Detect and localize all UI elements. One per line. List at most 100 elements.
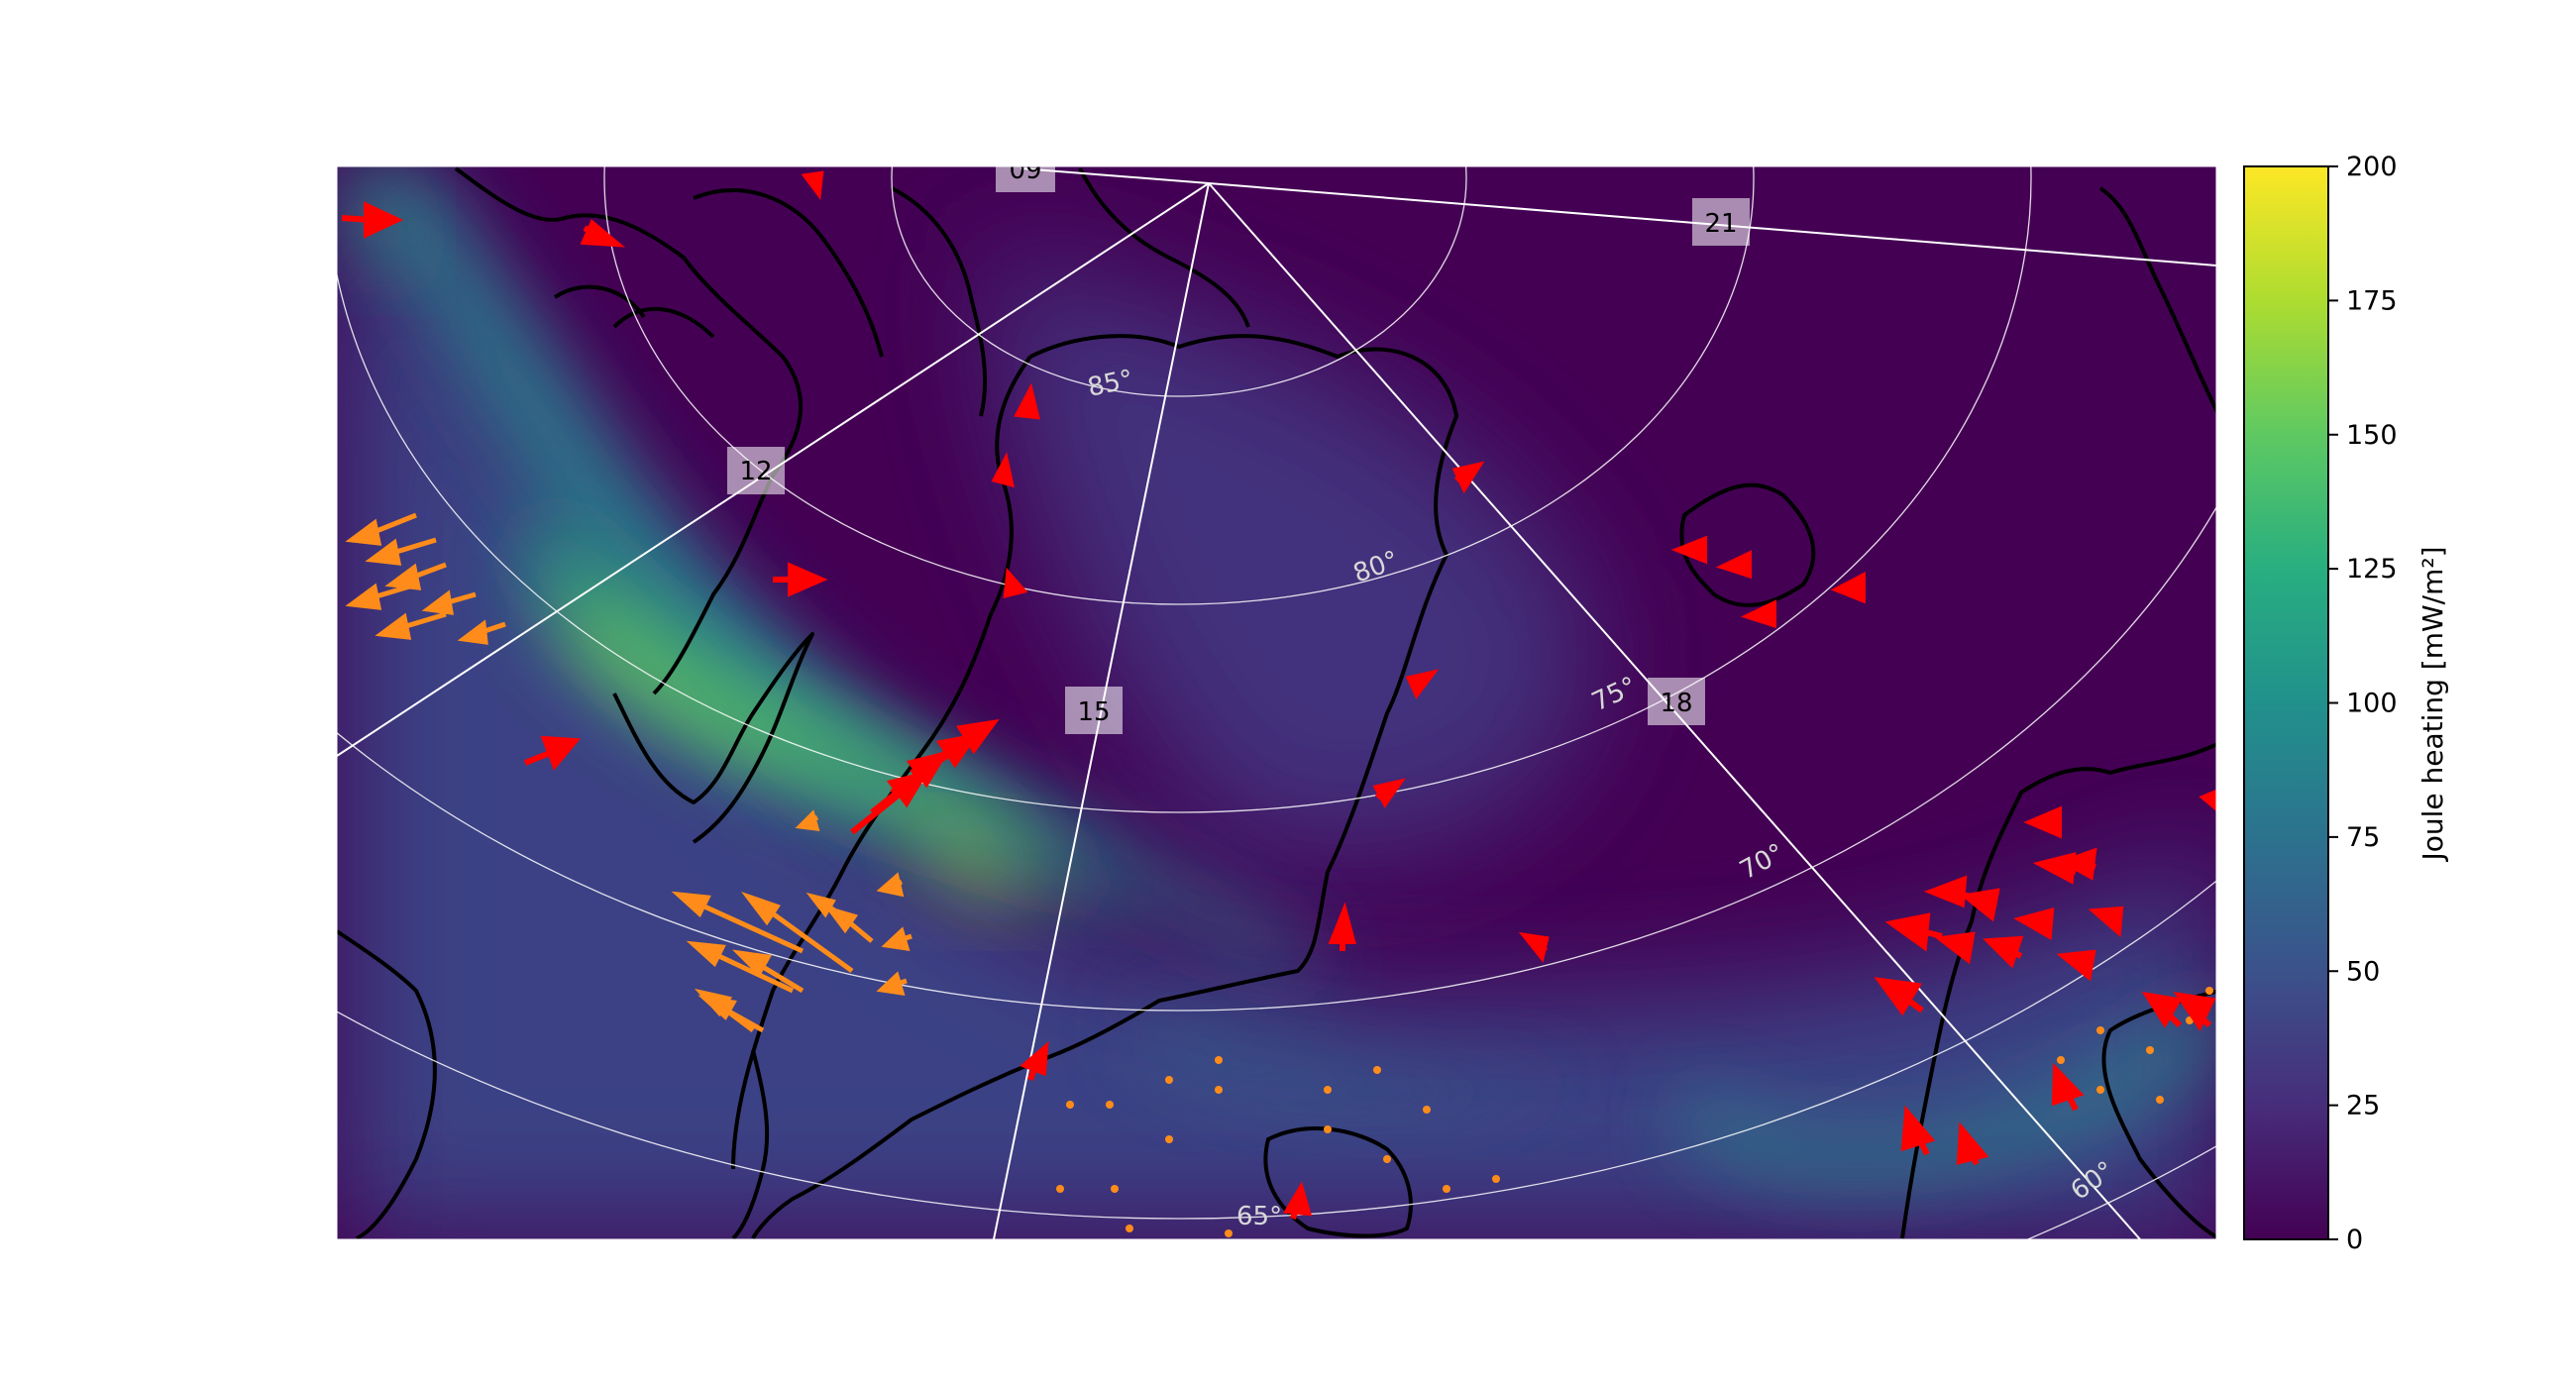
- red-vector: [2032, 852, 2077, 885]
- mlt-label-18: 18: [1648, 678, 1705, 725]
- red-vector: [1328, 902, 1356, 951]
- red-vector: [2051, 1062, 2085, 1112]
- colorbar-tick-label: 75: [2346, 822, 2380, 853]
- colorbar: 0 25 50 75 100 125 150 175 200 Joule heating [mW…: [2243, 152, 2449, 1255]
- orange-dots: [1056, 987, 2213, 1237]
- orange-vector: [876, 872, 905, 898]
- red-vector: [1740, 599, 1776, 629]
- labrador-coast: [337, 929, 770, 1239]
- red-vector: [2141, 991, 2183, 1028]
- orange-dot: [2146, 1046, 2154, 1054]
- red-vector: [1874, 977, 1924, 1016]
- red-vector: [1934, 931, 1976, 965]
- orange-vector: [686, 940, 795, 994]
- svalbard-coast: [1679, 482, 1816, 607]
- orange-dot: [1111, 1185, 1119, 1193]
- red-vector: [341, 201, 404, 239]
- novaya-zemlya-coast: [2098, 186, 2216, 415]
- red-vector: [2013, 907, 2055, 940]
- orange-vector: [421, 589, 477, 615]
- iceland-coast: [1263, 1126, 1413, 1238]
- red-vector: [2056, 949, 2096, 982]
- orange-dot: [2096, 1086, 2104, 1094]
- red-vector: [2199, 789, 2216, 811]
- red-vector: [1405, 669, 1440, 699]
- red-vector: [801, 170, 824, 200]
- colorbar-ticks: 0 25 50 75 100 125 150 175 200: [2328, 152, 2398, 1255]
- mlt-label-18-text: 18: [1660, 689, 1692, 718]
- map-frame: [336, 165, 2217, 1240]
- red-vector: [523, 735, 582, 771]
- orange-vector: [694, 988, 755, 1032]
- orange-dot: [2096, 1026, 2104, 1034]
- orange-vector: [345, 582, 417, 610]
- orange-dot: [1106, 1101, 1114, 1109]
- colorbar-label: Joule heating [mW/m²]: [2416, 546, 2449, 862]
- orange-dot: [1423, 1106, 1431, 1114]
- red-vectors: [341, 170, 2216, 1220]
- red-vector: [1830, 572, 1866, 604]
- red-vector: [773, 562, 828, 597]
- orange-vectors: [345, 512, 912, 1033]
- orange-dot: [2205, 987, 2213, 995]
- colorbar-tick-label: 100: [2346, 689, 2398, 719]
- orange-dot: [1443, 1185, 1450, 1193]
- orange-dot: [1383, 1155, 1391, 1163]
- orange-dot: [1373, 1066, 1381, 1074]
- orange-dot: [1324, 1086, 1332, 1094]
- red-vector: [1283, 1181, 1313, 1220]
- colorbar-tick-label: 0: [2346, 1225, 2363, 1255]
- colorbar-gradient: [2243, 165, 2329, 1240]
- mlt-label-21-text: 21: [1704, 209, 1737, 239]
- latitude-circle-70: [337, 505, 2216, 1012]
- orange-vector: [671, 891, 805, 954]
- red-vector: [1003, 567, 1028, 598]
- red-vector: [1020, 1041, 1049, 1081]
- red-vector: [991, 452, 1015, 488]
- orange-dot: [1056, 1185, 1064, 1193]
- colorbar-tick-label: 125: [2346, 554, 2398, 585]
- orange-vector: [876, 971, 908, 997]
- orange-vector: [881, 926, 912, 952]
- mlt-labels: 09 12 15 18 21: [727, 166, 1750, 734]
- baffin-island-coast: [612, 632, 814, 844]
- orange-dot: [1126, 1225, 1133, 1232]
- latitude-circle-65: [337, 880, 2216, 1220]
- orange-dot: [1165, 1135, 1173, 1143]
- mlt-label-15: 15: [1065, 687, 1123, 734]
- latitude-circle-85: [891, 166, 1467, 397]
- mlt-label-15-text: 15: [1077, 697, 1110, 727]
- orange-dot: [1225, 1229, 1233, 1237]
- latitude-circle-80: [603, 166, 1755, 605]
- orange-dot: [2057, 1056, 2065, 1064]
- orange-vector: [741, 891, 854, 974]
- red-vector: [1372, 778, 1406, 808]
- red-vector: [1956, 1121, 1989, 1166]
- red-vector: [2023, 805, 2062, 839]
- latitude-circle-75: [337, 166, 2032, 813]
- red-vector: [910, 718, 1000, 776]
- mlt-label-09: 09: [996, 166, 1055, 192]
- colorbar-tick-label: 200: [2346, 152, 2398, 182]
- red-vector: [1959, 888, 2000, 922]
- latitude-label-65: 65°: [1236, 1202, 1282, 1231]
- orange-dot: [1165, 1076, 1173, 1084]
- orange-dot: [1066, 1101, 1074, 1109]
- mlt-label-12: 12: [727, 447, 785, 494]
- orange-vector: [731, 949, 805, 994]
- red-vector: [2173, 991, 2216, 1032]
- red-vector: [1715, 550, 1752, 580]
- red-vector: [580, 219, 625, 248]
- mlt-label-21: 21: [1692, 198, 1750, 246]
- red-vector: [1884, 912, 1943, 952]
- orange-vector: [457, 619, 506, 645]
- orange-vector: [375, 611, 447, 640]
- orange-dot: [1215, 1056, 1223, 1064]
- red-vector: [1670, 535, 1707, 565]
- red-vector: [1900, 1105, 1936, 1156]
- canadian-archipelago-coast: [454, 166, 1250, 695]
- orange-dot: [1215, 1086, 1223, 1094]
- orange-dot: [1492, 1175, 1500, 1183]
